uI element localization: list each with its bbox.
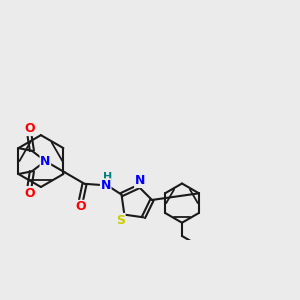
Text: H: H xyxy=(103,172,112,182)
Text: S: S xyxy=(116,214,125,226)
Text: N: N xyxy=(135,174,145,188)
Text: O: O xyxy=(75,200,86,213)
Text: N: N xyxy=(40,154,50,168)
Text: O: O xyxy=(24,187,35,200)
Text: O: O xyxy=(24,122,35,136)
Text: N: N xyxy=(100,179,111,192)
